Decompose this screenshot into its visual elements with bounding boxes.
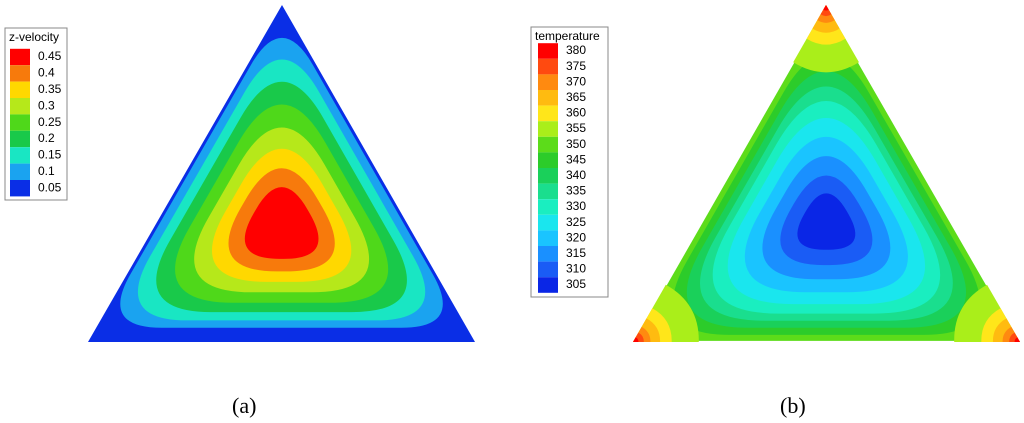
legend-label: 0.25 [38,115,62,129]
contour-band [633,337,639,342]
contour-band [244,187,319,259]
legend-swatch [10,114,30,131]
legend-swatch [10,147,30,164]
legend-swatch [10,65,30,82]
legend-swatch [538,136,558,153]
legend-swatch [538,121,558,137]
caption: (a) [232,393,256,418]
legend-label: 380 [566,43,586,57]
caption: (b) [780,393,806,418]
contour-plot [88,5,475,342]
legend-swatch [538,74,558,90]
legend-label: 0.05 [38,180,62,194]
legend-swatch [10,180,30,197]
legend-swatch [10,98,30,115]
contour-band [820,5,832,17]
legend-label: 355 [566,121,586,135]
legend-label: 0.15 [38,148,62,162]
legend-swatch [10,130,30,148]
legend-label: 0.3 [38,98,55,112]
contour-band [823,5,829,11]
legend-swatch [538,246,558,262]
legend-label: 315 [566,246,586,260]
legend-label: 360 [566,106,586,120]
legend-label: 0.45 [38,49,62,63]
legend-swatch [538,183,558,200]
legend-swatch [538,168,558,184]
legend-swatch [538,199,558,215]
legend: z-velocity 0.45 0.4 0.35 0.3 0.25 0.2 0.15 0.1 0.… [4,27,68,201]
legend-swatch [10,48,30,66]
legend-swatch [538,214,558,231]
legend-label: 350 [566,137,586,151]
legend-label: 370 [566,74,586,88]
legend-swatch [10,163,30,180]
legend-swatch [538,261,558,278]
legend-title: z-velocity [9,30,59,44]
legend-swatch [538,58,558,75]
legend-label: 0.2 [38,131,55,145]
legend-label: 320 [566,230,586,244]
legend-label: 0.4 [38,66,55,80]
legend-label: 0.1 [38,164,55,178]
legend-swatch [538,230,558,246]
legend-label: 375 [566,59,586,73]
legend-label: 335 [566,184,586,198]
legend-swatch [538,277,558,293]
legend-label: 340 [566,168,586,182]
legend-label: 310 [566,262,586,276]
legend-label: 365 [566,90,586,104]
legend-swatch [538,43,558,59]
legend-title: temperature [535,29,600,43]
legend-swatch [10,81,30,98]
legend-label: 0.35 [38,82,62,96]
legend-label: 330 [566,199,586,213]
contour-plot [633,5,1020,342]
legend-label: 345 [566,152,586,166]
legend-label: 325 [566,215,586,229]
legend-swatch [538,105,558,122]
contour-band [797,193,856,250]
contour-band [1014,337,1020,342]
legend-label: 305 [566,277,586,291]
legend-swatch [538,152,558,168]
legend-swatch [538,90,558,106]
